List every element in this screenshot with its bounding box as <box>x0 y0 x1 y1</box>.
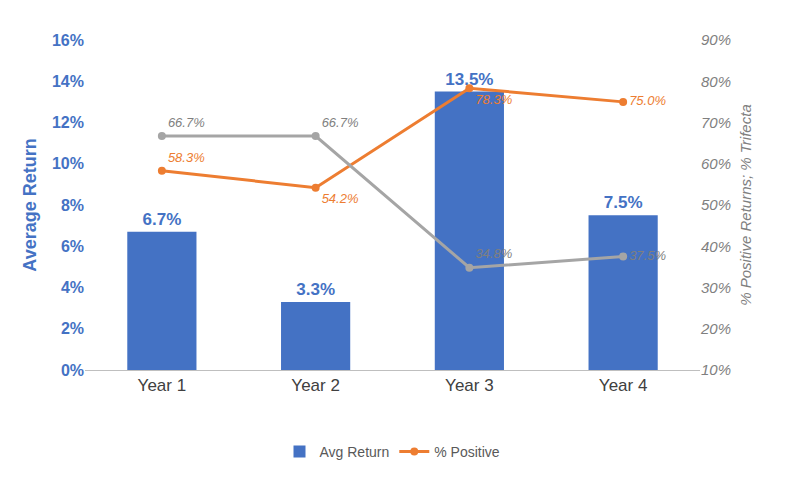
svg-text:34.8%: 34.8% <box>475 246 512 261</box>
svg-text:70%: 70% <box>701 114 731 131</box>
svg-text:50%: 50% <box>701 196 731 213</box>
svg-text:14%: 14% <box>52 73 84 90</box>
svg-text:75.0%: 75.0% <box>629 93 666 108</box>
svg-text:90%: 90% <box>701 31 731 48</box>
svg-text:13.5%: 13.5% <box>445 70 493 89</box>
svg-text:12%: 12% <box>52 114 84 131</box>
svg-text:10%: 10% <box>52 155 84 172</box>
svg-text:Avg Return: Avg Return <box>320 444 390 460</box>
svg-text:37.5%: 37.5% <box>629 248 666 263</box>
svg-text:4%: 4% <box>61 279 84 296</box>
svg-text:7.5%: 7.5% <box>604 193 643 212</box>
svg-text:10%: 10% <box>701 361 731 378</box>
svg-text:66.7%: 66.7% <box>322 115 359 130</box>
svg-text:54.2%: 54.2% <box>322 191 359 206</box>
svg-text:80%: 80% <box>701 73 731 90</box>
svg-text:6.7%: 6.7% <box>143 210 182 229</box>
svg-text:40%: 40% <box>701 238 731 255</box>
svg-text:0%: 0% <box>61 362 84 379</box>
svg-text:60%: 60% <box>701 155 731 172</box>
svg-text:2%: 2% <box>61 320 84 337</box>
svg-text:Year 3: Year 3 <box>445 376 494 395</box>
svg-text:Average Return: Average Return <box>20 138 40 271</box>
svg-text:8%: 8% <box>61 197 84 214</box>
svg-text:20%: 20% <box>700 320 731 337</box>
svg-text:6%: 6% <box>61 238 84 255</box>
svg-text:Year 2: Year 2 <box>291 376 340 395</box>
svg-text:16%: 16% <box>52 32 84 49</box>
svg-text:66.7%: 66.7% <box>168 115 205 130</box>
svg-text:Year 1: Year 1 <box>138 376 187 395</box>
svg-text:% Positive: % Positive <box>434 444 500 460</box>
svg-text:30%: 30% <box>701 279 731 296</box>
svg-text:Year 4: Year 4 <box>599 376 648 395</box>
svg-text:58.3%: 58.3% <box>168 150 205 165</box>
svg-text:78.3%: 78.3% <box>475 92 512 107</box>
svg-text:% Positive Returns; % Trifecta: % Positive Returns; % Trifecta <box>737 104 754 305</box>
svg-text:3.3%: 3.3% <box>296 280 335 299</box>
